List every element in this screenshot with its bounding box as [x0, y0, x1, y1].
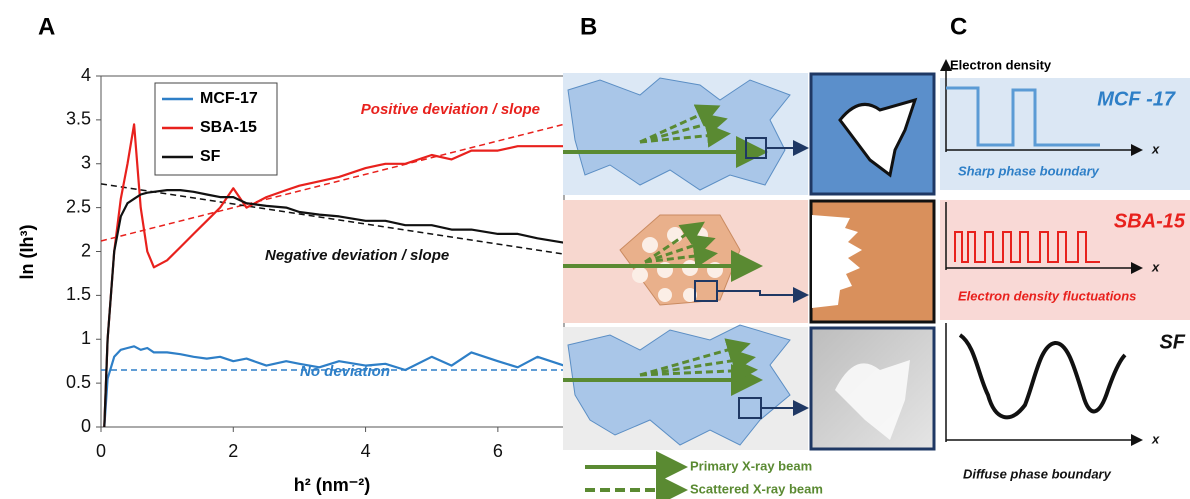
row-title: SF	[1159, 331, 1185, 353]
y-tick-label: 4	[81, 65, 91, 85]
figure: A B C ln (Ih³) h² (nm⁻²) Positive deviat…	[0, 0, 1190, 499]
legend-label: Scattered X-ray beam	[690, 481, 823, 496]
annotation: Positive deviation / slope	[361, 101, 540, 118]
legend-label: SF	[200, 148, 221, 165]
caption: Diffuse phase boundary	[963, 466, 1112, 481]
legend-label: MCF-17	[200, 90, 258, 107]
profile	[960, 335, 1125, 417]
annotation: Negative deviation / slope	[265, 247, 449, 264]
y-tick-label: 1.5	[66, 284, 91, 304]
x-axis-label: x	[1151, 259, 1160, 274]
x-tick-label: 2	[228, 441, 238, 461]
x-axis-label: x	[1151, 431, 1160, 446]
diagram-c: Electron density x MCF -17 Sharp phase b…	[940, 57, 1190, 481]
legend-label: Primary X-ray beam	[690, 458, 812, 473]
panel-label: A	[38, 13, 55, 40]
panel-label: C	[950, 13, 967, 40]
x-tick-label: 4	[361, 441, 371, 461]
legend-label: SBA-15	[200, 119, 257, 136]
x-axis-label: h² (nm⁻²)	[294, 475, 370, 495]
x-tick-label: 0	[96, 441, 106, 461]
x-tick-label: 6	[493, 441, 503, 461]
caption: Electron density fluctuations	[958, 288, 1136, 303]
y-axis-label: ln (Ih³)	[17, 225, 37, 280]
y-tick-label: 0.5	[66, 372, 91, 392]
y-tick-label: 3.5	[66, 109, 91, 129]
panel-label: B	[580, 13, 597, 40]
x-axis-label: x	[1151, 141, 1160, 156]
y-tick-label: 2	[81, 240, 91, 260]
chart: ln (Ih³) h² (nm⁻²) Positive deviation / …	[17, 65, 564, 495]
diagram-b: Primary X-ray beam Scattered X-ray beam	[563, 73, 934, 496]
series-line	[104, 190, 564, 427]
y-tick-label: 3	[81, 153, 91, 173]
y-axis-label: Electron density	[950, 57, 1052, 72]
row-title: MCF -17	[1097, 88, 1176, 110]
row-title: SBA-15	[1114, 210, 1186, 232]
y-tick-label: 1	[81, 328, 91, 348]
fit-line	[101, 184, 564, 254]
caption: Sharp phase boundary	[958, 163, 1100, 178]
series-line	[104, 346, 564, 427]
y-tick-label: 0	[81, 416, 91, 436]
y-tick-label: 2.5	[66, 196, 91, 216]
